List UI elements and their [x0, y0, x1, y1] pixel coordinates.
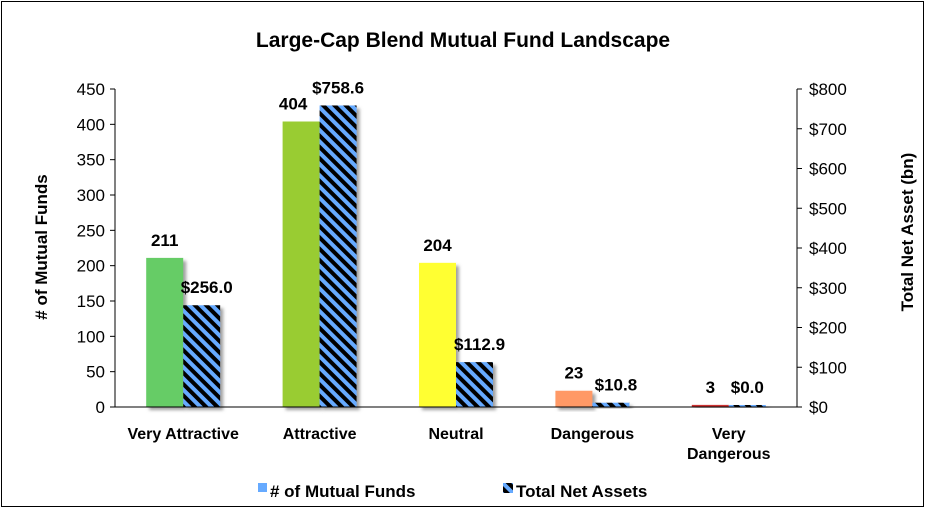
- right-tick-label: $800: [809, 80, 847, 99]
- left-tick-label: 450: [77, 80, 105, 99]
- right-tick-label: $0: [809, 398, 828, 417]
- bar-funds: [146, 257, 184, 407]
- data-label-assets: $0.0: [731, 378, 764, 397]
- right-y-axis: $0 $100 $200 $300 $400 $500 $600 $700 $800: [796, 80, 847, 417]
- category-label: Neutral: [428, 426, 483, 443]
- legend-swatch-assets: [503, 483, 513, 493]
- right-tick-label: $300: [809, 279, 847, 298]
- data-label-assets: $10.8: [595, 376, 638, 395]
- left-tick-label: 350: [77, 151, 105, 170]
- data-label-funds: 23: [564, 364, 583, 383]
- bar-funds: [419, 262, 456, 407]
- right-tick-label: $400: [809, 239, 847, 258]
- legend: # of Mutual Funds Total Net Assets: [258, 482, 647, 501]
- left-axis-title: # of Mutual Funds: [32, 174, 51, 319]
- legend-swatch-funds: [258, 483, 267, 492]
- right-tick-label: $500: [809, 199, 847, 218]
- legend-label-assets: Total Net Assets: [516, 482, 647, 501]
- left-tick-label: 250: [77, 221, 105, 240]
- right-tick-label: $600: [809, 160, 847, 179]
- data-label-assets: $256.0: [181, 278, 233, 297]
- category-label: Dangerous: [687, 446, 771, 463]
- data-label-assets: $758.6: [312, 78, 364, 97]
- left-tick-label: 0: [96, 398, 105, 417]
- right-axis-title: Total Net Asset (bn): [898, 153, 917, 312]
- category-label: Dangerous: [551, 426, 635, 443]
- bar-funds: [282, 121, 320, 408]
- data-label-funds: 404: [279, 95, 308, 114]
- chart-title: Large-Cap Blend Mutual Fund Landscape: [256, 29, 670, 52]
- data-label-funds: 204: [423, 236, 452, 255]
- bar-funds: [691, 404, 729, 407]
- bar-assets: [456, 362, 493, 407]
- left-tick-label: 300: [77, 186, 105, 205]
- bars-group: 211 $256.0 404$758.6 204 $112.9 23 $10.8 3 $0.0: [146, 78, 766, 408]
- data-label-assets: $112.9: [454, 335, 505, 354]
- data-label-funds: 3: [706, 378, 715, 397]
- right-tick-label: $200: [809, 319, 847, 338]
- right-tick-label: $700: [809, 120, 847, 139]
- bar-assets: [319, 105, 357, 408]
- data-label-funds: 211: [151, 231, 178, 250]
- bar-assets: [183, 305, 221, 407]
- legend-label-funds: # of Mutual Funds: [270, 482, 415, 501]
- left-tick-label: 400: [77, 115, 105, 134]
- left-tick-label: 50: [86, 363, 105, 382]
- left-tick-label: 100: [77, 327, 105, 346]
- x-axis: Very Attractive Attractive Neutral Dangerou…: [115, 406, 797, 463]
- bar-funds: [555, 390, 593, 407]
- right-tick-label: $100: [809, 358, 847, 377]
- left-tick-label: 150: [77, 292, 105, 311]
- category-label: Very Attractive: [127, 426, 239, 443]
- bar-assets: [728, 405, 766, 407]
- bar-assets: [592, 402, 630, 407]
- left-tick-label: 200: [77, 257, 105, 276]
- category-label: Very: [712, 426, 746, 443]
- category-label: Attractive: [283, 426, 357, 443]
- left-y-axis: 0 50 100 150 200 250 300 350 400 450: [77, 80, 116, 417]
